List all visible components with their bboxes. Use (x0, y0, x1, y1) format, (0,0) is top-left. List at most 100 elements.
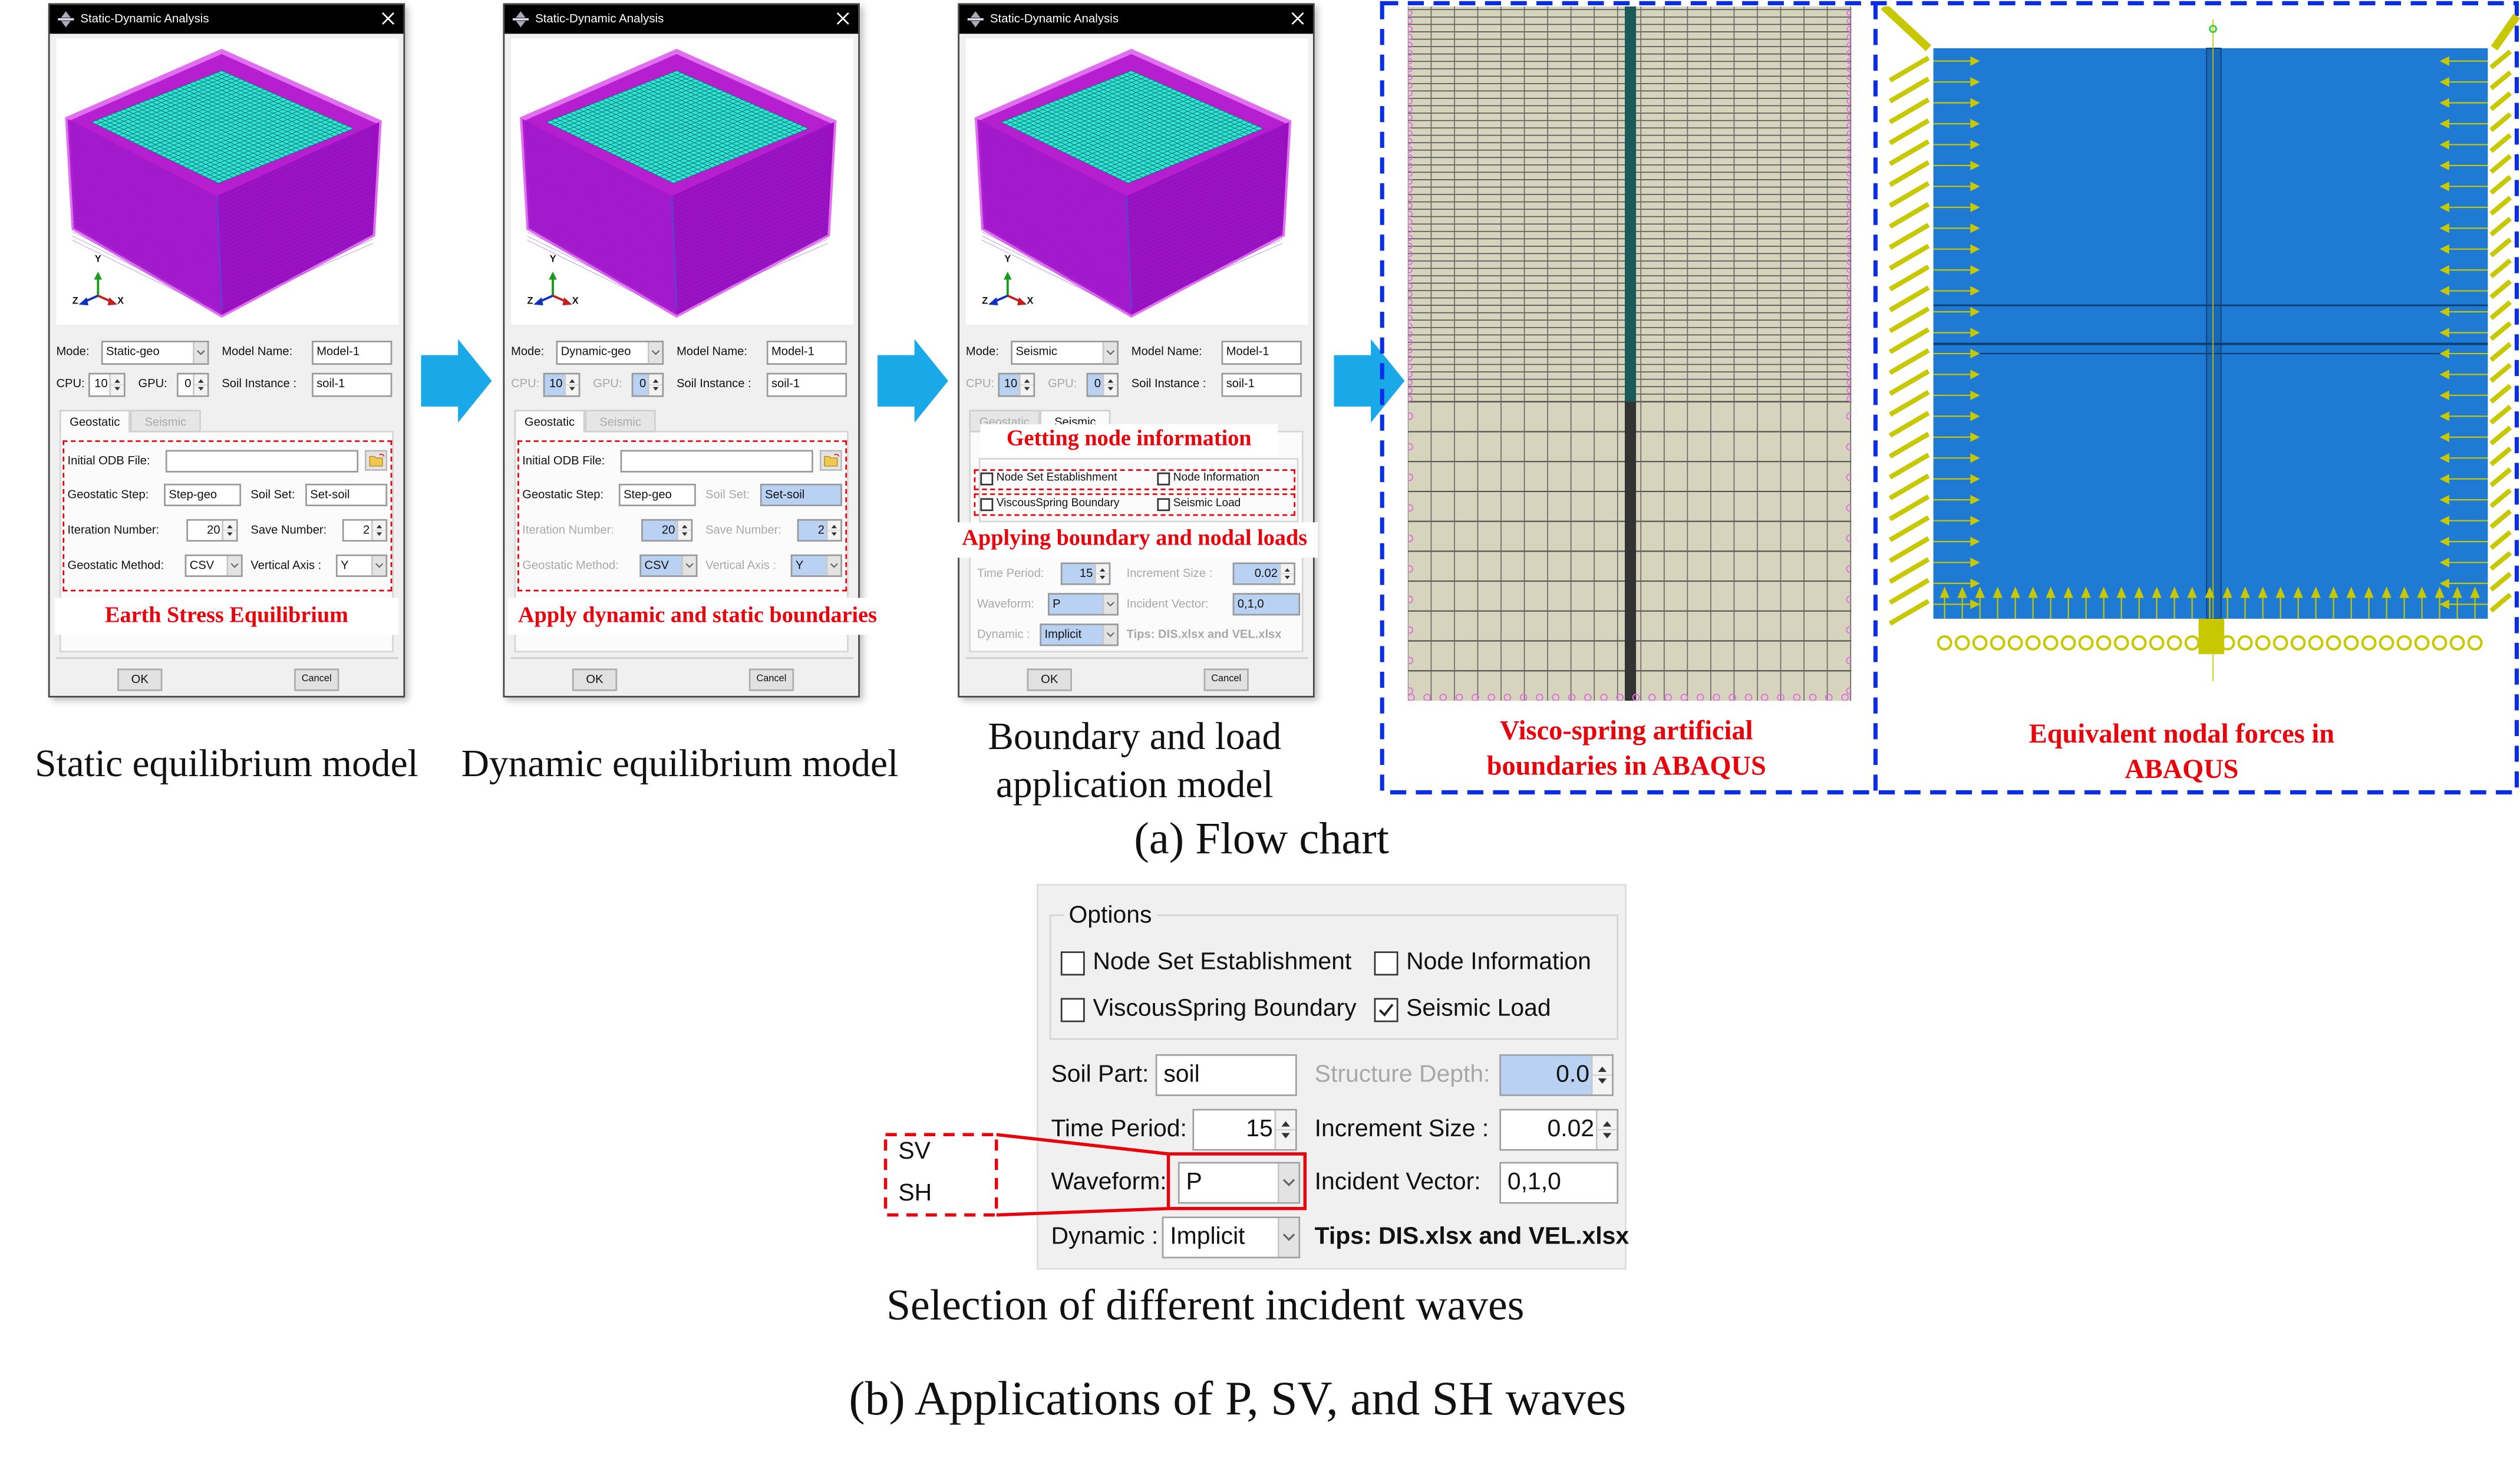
vertical-axis-select[interactable]: Y (790, 554, 842, 577)
soil-instance-input[interactable]: soil-1 (1221, 372, 1302, 397)
wave-option-sv[interactable]: SV (898, 1137, 931, 1166)
spinner-arrows-icon[interactable] (109, 374, 124, 395)
geostatic-method-select[interactable]: CSV (639, 554, 698, 577)
incident-vector-input[interactable]: 0,1,0 (1232, 593, 1301, 616)
close-icon[interactable] (381, 11, 395, 26)
chevron-down-icon[interactable] (1102, 625, 1117, 645)
wave-option-sh[interactable]: SH (898, 1179, 932, 1207)
soil-instance-input[interactable]: soil-1 (312, 372, 392, 397)
spinner-arrows-icon[interactable] (222, 520, 236, 540)
spinner-arrows-icon[interactable] (1018, 374, 1034, 395)
dynamic-select[interactable]: Implicit (1162, 1216, 1301, 1259)
waveform-select[interactable]: P (1177, 1162, 1301, 1204)
gpu-spinner[interactable]: 0 (176, 372, 209, 397)
increment-size-spinner[interactable]: 0.02 (1232, 562, 1295, 585)
vertical-axis-select[interactable]: Y (335, 554, 388, 577)
geostatic-step-input[interactable]: Step-geo (164, 483, 242, 507)
cancel-button[interactable]: Cancel (748, 668, 794, 691)
geostatic-method-select[interactable]: CSV (184, 554, 243, 577)
ok-button[interactable]: OK (572, 668, 618, 691)
gpu-label: GPU: (1048, 376, 1077, 391)
chevron-down-icon[interactable] (193, 341, 207, 362)
mode-select[interactable]: Dynamic-geo (556, 339, 664, 364)
odb-file-input[interactable] (165, 450, 359, 473)
model-viewport: Y Z X (56, 38, 399, 325)
soil-set-input[interactable]: Set-soil (305, 483, 388, 507)
increment-size-spinner[interactable]: 0.02 (1499, 1109, 1619, 1151)
dynamic-select-value: Implicit (1170, 1223, 1245, 1251)
mode-select[interactable]: Static-geo (101, 339, 209, 364)
checkbox[interactable] (1157, 472, 1170, 486)
model-name-input[interactable]: Model-1 (1221, 339, 1302, 364)
cpu-spinner[interactable]: 10 (88, 372, 126, 397)
chevron-down-icon[interactable] (371, 556, 386, 576)
iteration-number-spinner[interactable]: 20 (641, 519, 693, 542)
spinner-arrows-icon[interactable] (1591, 1055, 1612, 1095)
waveform-select[interactable]: P (1048, 593, 1119, 616)
tab-geostatic[interactable]: Geostatic (59, 410, 130, 433)
structure-depth-spinner[interactable]: 0.0 (1499, 1054, 1614, 1096)
chevron-down-icon[interactable] (681, 556, 696, 576)
ok-button[interactable]: OK (117, 668, 163, 691)
soil-set-input[interactable]: Set-soil (760, 483, 842, 507)
checkbox[interactable] (1374, 951, 1398, 976)
checkbox[interactable] (1157, 498, 1170, 512)
spinner-arrows-icon[interactable] (826, 520, 841, 540)
gpu-spinner[interactable]: 0 (631, 372, 664, 397)
spinner-arrows-icon[interactable] (1279, 564, 1294, 583)
spinner-arrows-icon[interactable] (371, 520, 386, 540)
iteration-number-spinner[interactable]: 20 (186, 519, 238, 542)
dynamic-select[interactable]: Implicit (1040, 624, 1119, 646)
incident-vector-input[interactable]: 0,1,0 (1499, 1162, 1619, 1204)
spinner-arrows-icon[interactable] (193, 374, 207, 395)
spinner-arrows-icon[interactable] (1094, 564, 1109, 583)
odb-file-input[interactable] (620, 450, 813, 473)
close-icon[interactable] (1291, 11, 1305, 26)
spinner-arrows-icon[interactable] (564, 374, 579, 395)
mode-select[interactable]: Seismic (1011, 339, 1119, 364)
cancel-button[interactable]: Cancel (1203, 668, 1249, 691)
ok-button[interactable]: OK (1027, 668, 1072, 691)
spinner-arrows-icon[interactable] (1274, 1110, 1295, 1149)
checkbox[interactable] (1374, 998, 1398, 1022)
spinner-arrows-icon[interactable] (1595, 1110, 1617, 1149)
spinner-arrows-icon[interactable] (677, 520, 691, 540)
geostatic-step-input[interactable]: Step-geo (618, 483, 696, 507)
checkbox[interactable] (980, 498, 994, 512)
time-period-spinner[interactable]: 15 (1060, 562, 1111, 585)
soil-part-input[interactable]: soil (1155, 1054, 1297, 1096)
checkbox[interactable] (980, 472, 994, 486)
chevron-down-icon[interactable] (1277, 1218, 1299, 1257)
gpu-spinner[interactable]: 0 (1086, 372, 1119, 397)
model-name-input[interactable]: Model-1 (312, 339, 392, 364)
chevron-down-icon[interactable] (1102, 341, 1117, 362)
time-period-spinner[interactable]: 15 (1192, 1109, 1297, 1151)
checkbox[interactable] (1060, 951, 1085, 976)
tab-seismic[interactable]: Seismic (130, 410, 201, 433)
chevron-down-icon[interactable] (1102, 594, 1117, 614)
close-icon[interactable] (836, 11, 850, 26)
chevron-down-icon[interactable] (647, 341, 662, 362)
part-a-caption: (a) Flow chart (1134, 814, 1389, 865)
axis-label-y: Y (1004, 255, 1011, 265)
soil-instance-input[interactable]: soil-1 (766, 372, 847, 397)
model-name-input[interactable]: Model-1 (766, 339, 847, 364)
tab-geostatic[interactable]: Geostatic (514, 410, 585, 433)
chevron-down-icon[interactable] (826, 556, 841, 576)
chevron-down-icon[interactable] (226, 556, 242, 576)
folder-open-icon[interactable] (819, 450, 842, 471)
visco-spring-caption-line2: boundaries in ABAQUS (1486, 750, 1766, 781)
folder-open-icon[interactable] (365, 450, 388, 471)
cpu-spinner[interactable]: 10 (543, 372, 580, 397)
mode-label: Mode: (965, 344, 999, 359)
checkbox[interactable] (1060, 998, 1085, 1022)
chevron-down-icon[interactable] (1277, 1163, 1299, 1202)
tab-seismic[interactable]: Seismic (585, 410, 656, 433)
save-number-spinner[interactable]: 2 (342, 519, 388, 542)
spinner-arrows-icon[interactable] (647, 374, 662, 395)
spinner-arrows-icon[interactable] (1102, 374, 1117, 395)
cancel-button[interactable]: Cancel (294, 668, 339, 691)
save-number-spinner[interactable]: 2 (797, 519, 842, 542)
highlight-box (517, 440, 847, 592)
cpu-spinner[interactable]: 10 (998, 372, 1035, 397)
